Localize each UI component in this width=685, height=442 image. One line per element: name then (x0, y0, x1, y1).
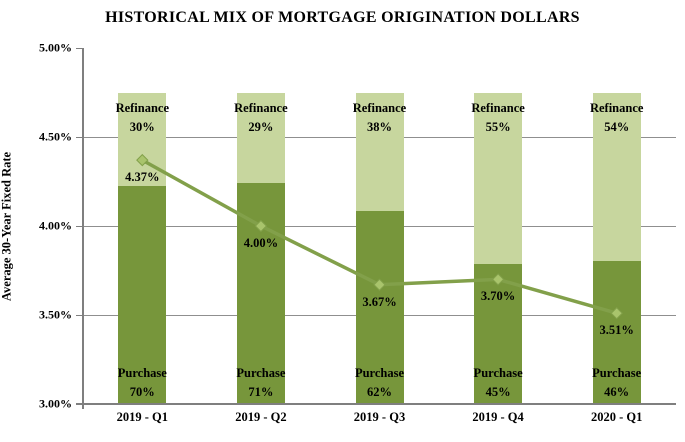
y-tick-label: 4.00% (39, 218, 72, 233)
x-axis-category-label: 2020 - Q1 (590, 410, 643, 424)
purchase-label: Purchase 70% (117, 366, 167, 399)
refinance-label: Refinance 55% (471, 100, 525, 134)
x-axis-line (76, 403, 676, 405)
x-axis-category-label: 2019 - Q4 (472, 410, 524, 424)
y-tick-label: 5.00% (39, 40, 72, 55)
x-axis-category-label: 2019 - Q1 (116, 410, 168, 424)
purchase-label: Purchase 62% (354, 366, 405, 399)
refinance-label: Refinance 54% (589, 100, 644, 134)
y-tick-label: 4.50% (39, 129, 72, 144)
purchase-label: Purchase 46% (592, 366, 642, 399)
refinance-label: Refinance 29% (234, 100, 288, 134)
y-tick-label: 3.00% (39, 396, 72, 411)
rate-point-label: 4.37% (125, 170, 160, 185)
y-axis-tick (76, 47, 83, 49)
y-tick-label: 3.50% (39, 307, 72, 322)
x-axis-category-label: 2019 - Q3 (353, 410, 406, 424)
y-axis-tick (76, 136, 83, 138)
rate-point-label: 3.51% (599, 323, 634, 338)
y-axis-tick (76, 314, 83, 316)
rate-point-label: 3.67% (362, 294, 397, 309)
rate-point-label: 4.00% (243, 236, 279, 250)
chart-title: HISTORICAL MIX OF MORTGAGE ORIGINATION D… (105, 9, 580, 26)
purchase-label: Purchase 71% (236, 366, 286, 399)
rate-point-label: 3.70% (480, 289, 516, 304)
refinance-label: Refinance 38% (352, 100, 407, 134)
x-axis-category-label: 2019 - Q2 (235, 410, 287, 424)
refinance-label: Refinance 30% (115, 100, 170, 134)
purchase-label: Purchase 45% (473, 366, 523, 399)
y-axis-tick (76, 225, 83, 227)
y-axis-line (82, 48, 84, 409)
